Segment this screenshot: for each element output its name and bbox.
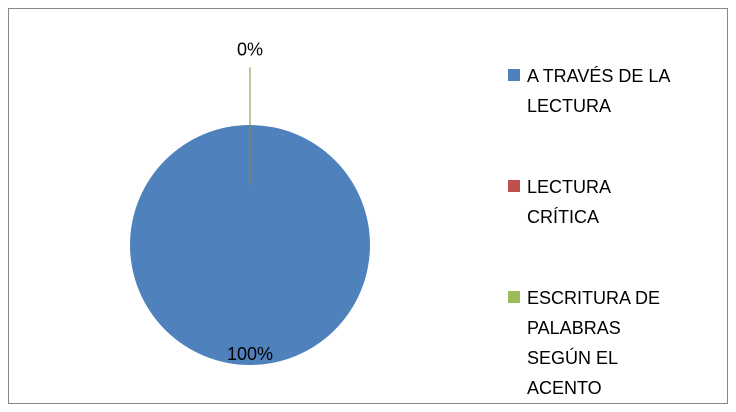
legend-swatch [508,291,520,303]
legend-entry: ESCRITURA DE PALABRAS SEGÚN EL ACENTO [508,283,678,403]
legend-label: A TRAVÉS DE LA LECTURA [527,66,670,116]
pie-slice [130,125,370,365]
legend-swatch [508,180,520,192]
data-label: 100% [227,344,273,364]
chart-border [8,8,728,404]
legend-swatch [508,69,520,81]
legend-label: LECTURA CRÍTICA [527,177,611,227]
legend-entry: LECTURA CRÍTICA [508,172,678,232]
legend-entry: A TRAVÉS DE LA LECTURA [508,61,678,121]
legend-label: ESCRITURA DE PALABRAS SEGÚN EL ACENTO [527,288,661,398]
data-label: 0% [237,39,263,59]
